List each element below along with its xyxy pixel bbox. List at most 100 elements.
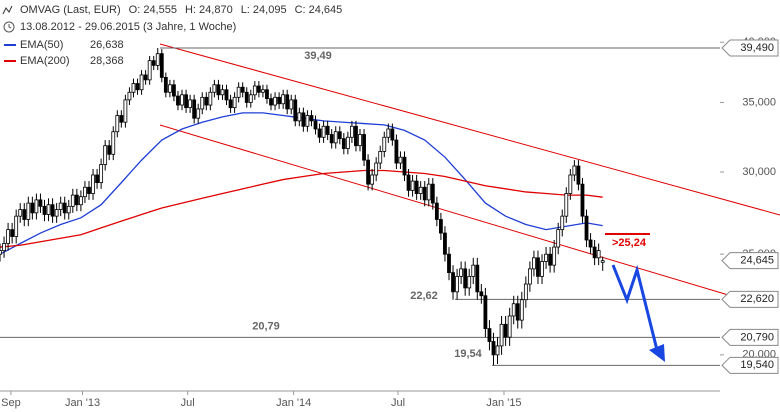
candle-body <box>410 180 415 191</box>
candle <box>434 196 439 227</box>
candle <box>119 110 124 128</box>
candle-body <box>26 202 31 220</box>
candle-body <box>600 260 605 263</box>
candle-body <box>511 303 516 317</box>
candle-body <box>394 139 399 164</box>
candle-body <box>228 99 233 109</box>
candle <box>208 87 213 111</box>
candle-body <box>354 125 358 147</box>
candle <box>499 315 504 355</box>
candle-body <box>341 138 346 149</box>
trend-channel-upper <box>159 43 780 216</box>
candle <box>337 126 342 145</box>
candle-body <box>479 291 484 297</box>
candle-body <box>390 128 395 141</box>
candle <box>38 193 43 213</box>
candle <box>487 320 492 351</box>
candle <box>366 154 370 191</box>
candle <box>50 198 55 223</box>
candle-body <box>2 243 6 252</box>
candle-body <box>261 89 265 93</box>
candle-body <box>459 268 464 277</box>
candle-body <box>256 85 261 93</box>
candle-body <box>159 53 164 78</box>
candle-body <box>297 112 302 122</box>
candle <box>269 93 273 111</box>
candle-body <box>523 283 528 301</box>
candle-body <box>147 60 152 81</box>
candle <box>471 257 476 285</box>
x-tick-label: Jan '15 <box>486 397 521 409</box>
candle <box>309 110 314 127</box>
candle <box>224 84 229 106</box>
candle <box>236 82 241 103</box>
candle <box>560 209 565 237</box>
ohlc-low: L: 24,095 <box>241 4 287 16</box>
candle <box>99 158 104 189</box>
candle <box>78 190 83 212</box>
candle-body <box>10 229 15 237</box>
ohlc-open: O: 24,555 <box>129 4 177 16</box>
candle-body <box>564 193 569 217</box>
legend-label: EMA(50) <box>20 39 63 51</box>
candle <box>596 243 601 266</box>
candle <box>354 120 358 152</box>
candle-body <box>451 272 455 293</box>
candle-body <box>285 94 290 110</box>
candle-body <box>30 202 35 214</box>
candle <box>167 79 172 98</box>
candle <box>62 196 67 220</box>
candle-body <box>244 91 249 103</box>
candle <box>321 120 326 143</box>
header: OMVAG (Last, EUR) O: 24,555 H: 24,870 L: 24… <box>20 4 342 16</box>
candle-body <box>180 94 184 106</box>
level-tag-box <box>721 290 779 308</box>
candle-body <box>34 199 39 214</box>
candle <box>115 110 120 138</box>
candle-body <box>536 257 540 277</box>
candle-body <box>455 275 459 293</box>
candle <box>467 268 472 296</box>
candle-body <box>103 145 108 165</box>
candle <box>540 254 544 285</box>
candle-body <box>18 209 23 217</box>
candle-body <box>443 232 447 255</box>
candle <box>87 181 91 200</box>
candle <box>147 55 152 85</box>
candle-body <box>289 99 294 110</box>
candle-body <box>475 264 480 293</box>
candle <box>0 243 2 262</box>
candle <box>459 261 464 285</box>
level-label: 19,54 <box>454 348 482 360</box>
candle <box>30 196 35 220</box>
candle <box>532 250 536 277</box>
candle <box>422 181 427 207</box>
candle <box>248 89 253 108</box>
candle <box>192 94 197 124</box>
candle <box>362 128 366 167</box>
candle-body <box>0 250 2 255</box>
candle-body <box>50 204 55 217</box>
candle-body <box>155 53 160 66</box>
level-tag-label: 19,540 <box>740 359 774 371</box>
candle-body <box>358 134 362 147</box>
candle <box>107 140 112 161</box>
candle-body <box>42 205 47 215</box>
candle <box>277 92 282 109</box>
candle-body <box>544 253 548 262</box>
candle-body <box>345 136 350 149</box>
candle <box>34 193 39 220</box>
candle <box>135 78 140 95</box>
candle-body <box>240 86 245 93</box>
candle <box>74 188 79 212</box>
candle-body <box>99 164 104 184</box>
candle-body <box>382 136 387 152</box>
candle <box>180 89 184 111</box>
candle <box>95 168 99 189</box>
candle-body <box>406 174 411 191</box>
candle <box>10 222 15 244</box>
candle <box>139 70 144 95</box>
candle-body <box>467 275 472 289</box>
candle <box>426 178 431 207</box>
